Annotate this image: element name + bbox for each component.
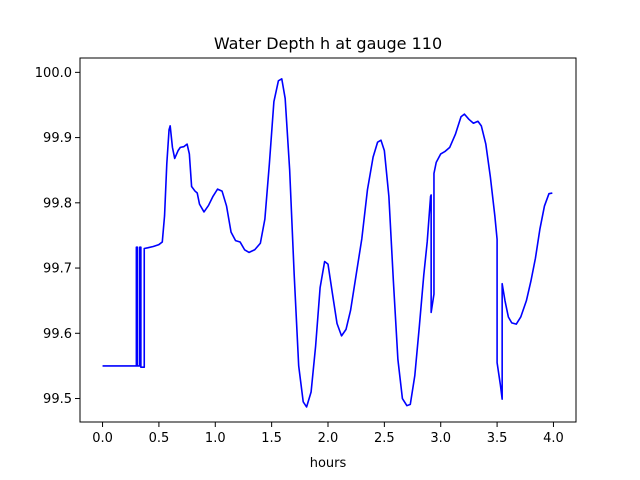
- y-tick-label: 99.8: [43, 196, 72, 211]
- x-tick-label: 0.0: [92, 431, 113, 446]
- y-tick-label: 99.6: [43, 327, 72, 342]
- x-tick-label: 0.5: [149, 431, 170, 446]
- x-axis: 0.0 0.5 1.0 1.5 2.0 2.5 3.0 3.5 4.0: [92, 422, 564, 446]
- chart-title: Water Depth h at gauge 110: [214, 34, 442, 53]
- x-tick-label: 2.5: [374, 431, 395, 446]
- x-tick-label: 3.0: [430, 431, 451, 446]
- x-tick-label: 3.5: [487, 431, 508, 446]
- y-tick-label: 99.5: [43, 392, 72, 407]
- y-tick-label: 100.0: [35, 66, 72, 81]
- x-tick-label: 4.0: [543, 431, 564, 446]
- x-tick-label: 1.0: [205, 431, 226, 446]
- x-tick-label: 2.0: [318, 431, 339, 446]
- series-line: [102, 78, 553, 408]
- y-axis: 99.5 99.6 99.7 99.8 99.9 100.0: [35, 66, 80, 407]
- plot-area: [102, 78, 553, 408]
- x-tick-label: 1.5: [261, 431, 282, 446]
- y-tick-label: 99.7: [43, 262, 72, 277]
- x-axis-label: hours: [310, 456, 347, 471]
- y-tick-label: 99.9: [43, 131, 72, 146]
